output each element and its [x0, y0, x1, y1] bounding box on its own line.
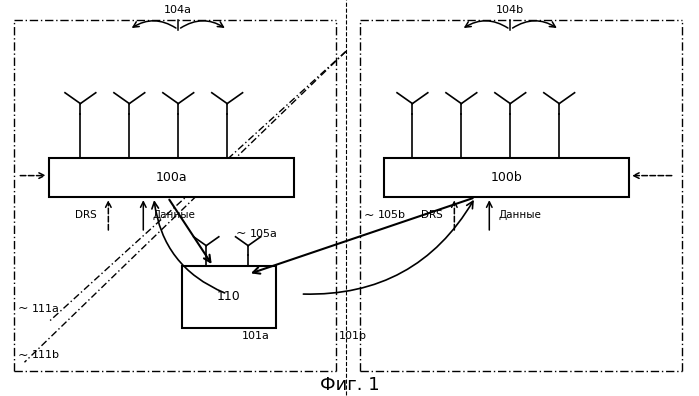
FancyBboxPatch shape: [384, 158, 629, 197]
Text: 111a: 111a: [31, 304, 59, 314]
Text: Данные: Данные: [498, 210, 541, 220]
Text: 111b: 111b: [31, 350, 59, 360]
Text: Данные: Данные: [152, 210, 195, 220]
Text: 101a: 101a: [242, 331, 270, 341]
FancyBboxPatch shape: [49, 158, 294, 197]
Text: ~: ~: [17, 348, 29, 362]
Text: 105a: 105a: [250, 228, 278, 239]
FancyBboxPatch shape: [182, 267, 276, 327]
Text: ~: ~: [363, 209, 375, 222]
Text: 100b: 100b: [491, 171, 523, 184]
Text: 101b: 101b: [339, 331, 367, 341]
Text: ~: ~: [236, 227, 247, 240]
Text: Фиг. 1: Фиг. 1: [319, 376, 380, 394]
Text: 105b: 105b: [377, 210, 405, 220]
Text: DRS: DRS: [421, 210, 442, 220]
Text: 110: 110: [217, 290, 240, 303]
Text: 104a: 104a: [164, 5, 192, 15]
Text: 100a: 100a: [155, 171, 187, 184]
Text: ~: ~: [17, 302, 29, 315]
Text: DRS: DRS: [75, 210, 96, 220]
Text: 104b: 104b: [496, 5, 524, 15]
